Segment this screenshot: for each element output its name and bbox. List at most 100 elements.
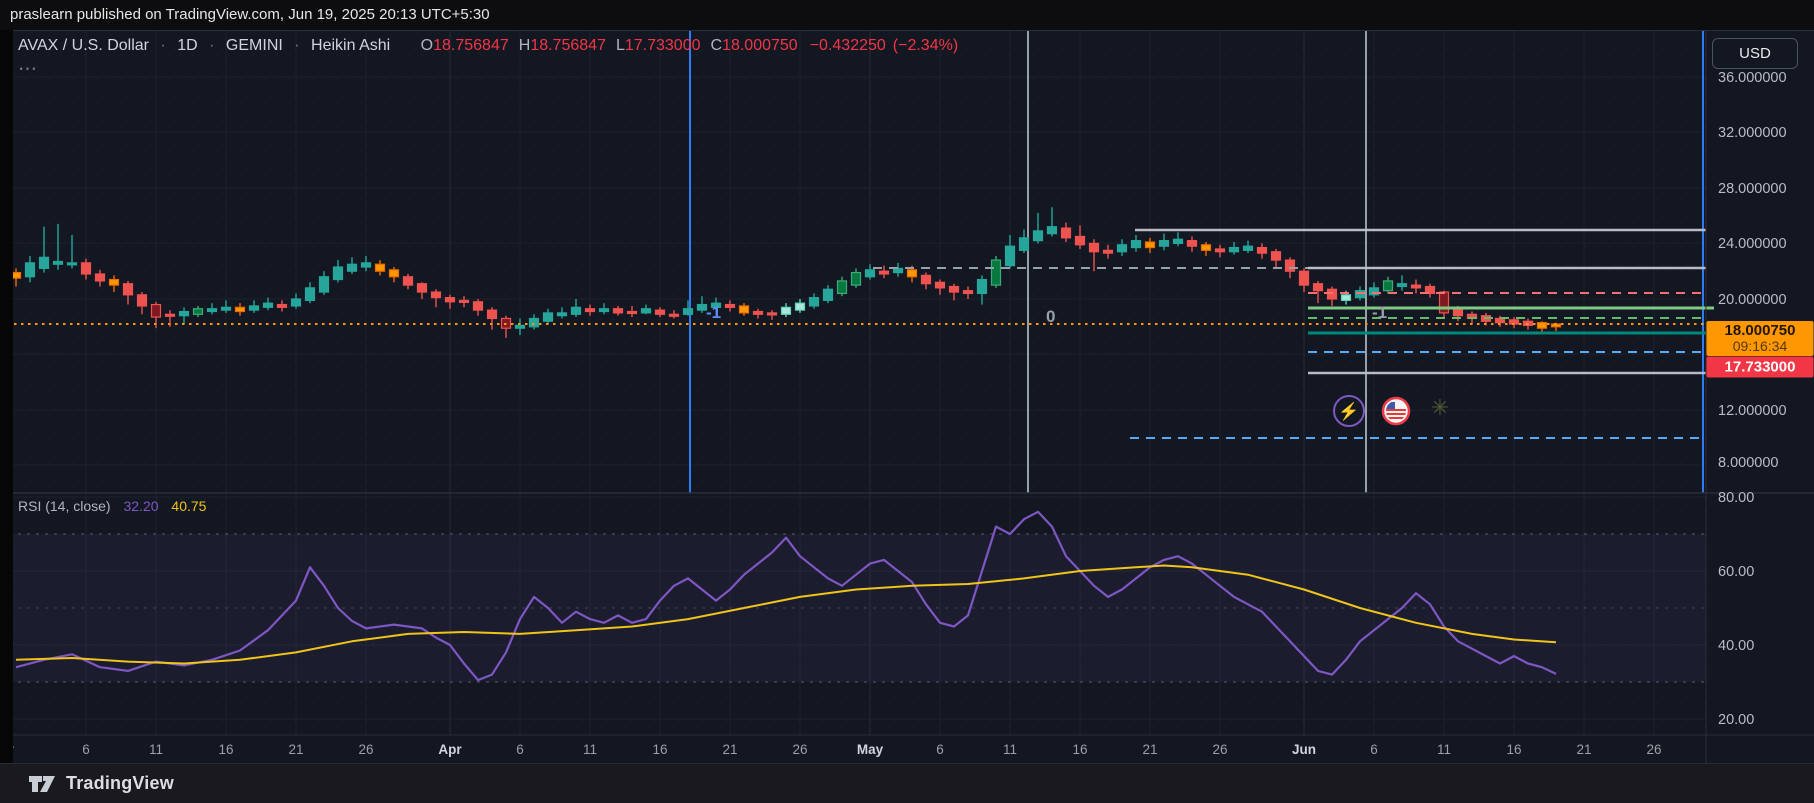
candle-body bbox=[710, 302, 722, 308]
candle-body bbox=[1200, 244, 1212, 251]
candle-body bbox=[1424, 285, 1436, 295]
candle-body bbox=[234, 306, 246, 313]
candle-body bbox=[1004, 245, 1016, 267]
time-axis-label[interactable]: 16 bbox=[1506, 742, 1521, 757]
price-axis-label: 36.000000 bbox=[1718, 70, 1787, 86]
us-flag-icon[interactable] bbox=[1386, 402, 1406, 419]
candle-body bbox=[1354, 290, 1366, 299]
time-axis-label[interactable]: 16 bbox=[1072, 742, 1087, 757]
left-edge-strip bbox=[0, 30, 13, 763]
candle-body bbox=[1368, 287, 1380, 296]
rsi-ma-value: 40.75 bbox=[171, 498, 207, 514]
candle-body bbox=[640, 308, 652, 314]
candle-body bbox=[1144, 241, 1156, 249]
time-axis-label[interactable]: May bbox=[857, 742, 884, 757]
candle-body bbox=[934, 281, 946, 289]
separator-dot: · bbox=[160, 37, 166, 54]
candle-body bbox=[1018, 237, 1030, 251]
candle-body bbox=[1494, 317, 1506, 324]
candle-body bbox=[402, 276, 414, 286]
candle-body bbox=[150, 303, 162, 318]
currency-usd-button[interactable]: USD bbox=[1712, 38, 1798, 69]
candle-body bbox=[1536, 322, 1548, 329]
candle-body bbox=[822, 288, 834, 301]
candle-body bbox=[612, 308, 624, 314]
candle-body bbox=[220, 306, 232, 311]
chart-canvas[interactable]: -1 0 -1 ⚡ ✳ 36.000000 32.000000 28.000000 24.000… bbox=[0, 30, 1814, 763]
candle-body bbox=[430, 291, 442, 299]
chart-area[interactable]: -1 0 -1 ⚡ ✳ 36.000000 32.000000 28.000000 24.000… bbox=[0, 30, 1814, 763]
price-axis-label: 28.000000 bbox=[1718, 181, 1787, 197]
candle-body bbox=[486, 309, 498, 320]
dotted-texture bbox=[0, 30, 1706, 735]
low-price-badge bbox=[1706, 356, 1814, 378]
time-axis-label[interactable]: 6 bbox=[936, 742, 944, 757]
time-axis-label[interactable]: 26 bbox=[792, 742, 807, 757]
time-axis-label[interactable]: 16 bbox=[218, 742, 233, 757]
time-axis-label[interactable]: 11 bbox=[1437, 742, 1451, 757]
candle-body bbox=[304, 287, 316, 301]
candle-body bbox=[262, 302, 274, 308]
rsi-axis-label: 20.00 bbox=[1718, 712, 1754, 728]
candle-body bbox=[52, 260, 64, 265]
candle-body bbox=[1032, 230, 1044, 242]
candle-body bbox=[752, 310, 764, 315]
rsi-axis-label: 60.00 bbox=[1718, 564, 1754, 580]
time-axis-label[interactable]: 21 bbox=[1576, 742, 1591, 757]
candle-body bbox=[178, 310, 190, 317]
time-axis-label[interactable]: 11 bbox=[149, 742, 163, 757]
wave-count-label: -1 bbox=[706, 303, 721, 322]
time-axis-label[interactable]: 6 bbox=[1370, 742, 1378, 757]
time-axis-label[interactable]: 6 bbox=[516, 742, 524, 757]
candle-body bbox=[1382, 280, 1394, 292]
candle-body bbox=[444, 297, 456, 303]
time-axis-label[interactable]: Apr bbox=[438, 742, 462, 757]
candle-body bbox=[1326, 288, 1338, 300]
interval-label[interactable]: 1D bbox=[177, 37, 198, 54]
candle-body bbox=[654, 309, 666, 315]
candle-body bbox=[1242, 245, 1254, 251]
tradingview-logo-icon[interactable] bbox=[28, 772, 56, 796]
more-options-button[interactable]: ⋯ bbox=[18, 59, 39, 80]
candle-body bbox=[542, 312, 554, 322]
rsi-line bbox=[15, 510, 1557, 682]
candle-body bbox=[1186, 240, 1198, 247]
time-axis-label[interactable]: 11 bbox=[583, 742, 597, 757]
candle-body bbox=[1298, 270, 1310, 286]
time-axis-label[interactable]: 11 bbox=[1003, 742, 1017, 757]
price-axis-label: 20.000000 bbox=[1718, 292, 1787, 308]
time-axis-label[interactable]: 26 bbox=[1212, 742, 1227, 757]
time-axis-label[interactable]: 6 bbox=[82, 742, 90, 757]
candle-body bbox=[1452, 309, 1464, 317]
candle-body bbox=[1130, 240, 1142, 249]
symbol-name[interactable]: AVAX / U.S. Dollar bbox=[18, 37, 149, 54]
time-axis-label[interactable]: 26 bbox=[358, 742, 373, 757]
time-axis-label[interactable]: 26 bbox=[1646, 742, 1661, 757]
separator-dot: · bbox=[209, 37, 215, 54]
tradingview-brand-text[interactable]: TradingView bbox=[66, 773, 174, 793]
lightning-icon[interactable]: ⚡ bbox=[1338, 401, 1359, 422]
time-axis-label[interactable]: Jun bbox=[1292, 742, 1316, 757]
price-axis-label: 32.000000 bbox=[1718, 125, 1787, 141]
dim-star-icon[interactable]: ✳ bbox=[1431, 395, 1449, 420]
time-axis-label[interactable]: 21 bbox=[722, 742, 737, 757]
candle-body bbox=[584, 308, 596, 313]
candle-body bbox=[528, 317, 540, 328]
candle-body bbox=[1396, 283, 1408, 288]
candle-body bbox=[332, 266, 344, 281]
candle-body bbox=[878, 270, 890, 275]
candle-body bbox=[24, 262, 36, 278]
time-axis-label[interactable]: 21 bbox=[1142, 742, 1157, 757]
rsi-indicator-header[interactable]: RSI (14, close) 32.20 40.75 bbox=[18, 498, 206, 514]
candle-body bbox=[136, 294, 148, 307]
change-percent: (−2.34%) bbox=[892, 37, 959, 54]
candle-body bbox=[374, 263, 386, 272]
separator-dot: · bbox=[294, 37, 300, 54]
candle-body bbox=[1270, 251, 1282, 261]
lightning-icon[interactable] bbox=[1333, 395, 1365, 427]
ohlc-readout: O18.756847 H18.756847 L17.733000 C18.000750… bbox=[411, 37, 959, 54]
candle-body bbox=[458, 299, 470, 303]
rsi-ma-line bbox=[15, 564, 1557, 665]
time-axis-label[interactable]: 21 bbox=[288, 742, 303, 757]
time-axis-label[interactable]: 16 bbox=[652, 742, 667, 757]
